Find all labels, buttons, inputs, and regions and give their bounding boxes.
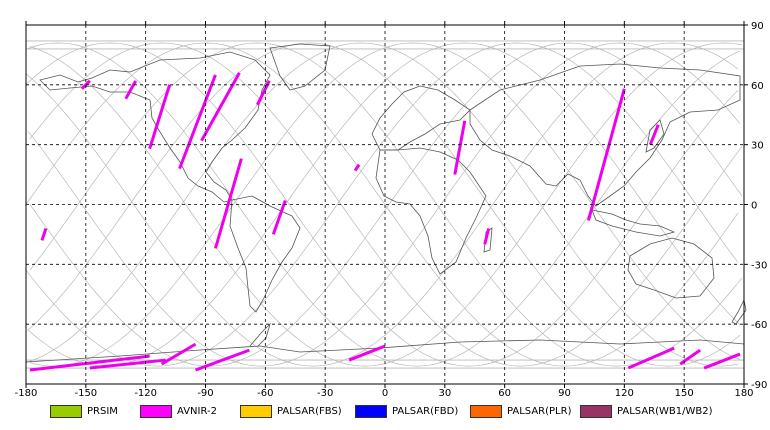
legend-label: PALSAR(PLR) (507, 405, 572, 417)
avnir2-swath (178, 74, 217, 170)
lat-tick-label: -30 (751, 260, 767, 271)
world-map: -180 -150 -120 -90 -60 -30 0 30 60 90 120 150 180 90 6… (15, 21, 767, 399)
avnir2-swath (195, 348, 250, 372)
legend-label: PALSAR(FBS) (277, 405, 342, 417)
legend-swatch (470, 404, 502, 418)
avnir2-swath (160, 342, 197, 366)
avnir2-swath (453, 120, 467, 175)
legend-item: PALSAR(WB1/WB2) (580, 404, 713, 418)
antarctic-peninsula-outline (249, 322, 271, 347)
lat-tick-label: 0 (751, 201, 757, 212)
orbit-track (25, 42, 739, 367)
lon-tick-label: -150 (74, 388, 97, 399)
orbit-track (27, 42, 741, 367)
lon-tick-label: 150 (675, 388, 694, 399)
legend-item: PALSAR(FBS) (240, 404, 342, 418)
europe-outline (371, 85, 471, 151)
legend-label: PRSIM (87, 405, 118, 417)
japan-outline (645, 119, 665, 153)
orbit-track (27, 42, 741, 367)
australia-outline (627, 237, 715, 299)
lon-tick-label: 60 (498, 388, 511, 399)
orbit-track (27, 42, 741, 367)
lon-tick-label: 30 (438, 388, 451, 399)
avnir2-swath (586, 88, 626, 221)
avnir2-swath (124, 80, 138, 100)
orbit-track (25, 42, 739, 367)
coastlines (25, 43, 747, 363)
lon-tick-label: -90 (197, 388, 213, 399)
legend-swatch (140, 404, 172, 418)
legend-swatch (50, 404, 82, 418)
avnir2-swath (40, 227, 48, 241)
lat-tick-label: 30 (751, 141, 764, 152)
legend: PRSIM AVNIR-2 PALSAR(FBS) PALSAR(FBD) PALSAR… (0, 402, 770, 420)
avnir2-swath (648, 124, 660, 146)
avnir2-swath (200, 72, 241, 142)
avnir2-swath (679, 348, 701, 366)
lon-tick-label: -120 (134, 388, 157, 399)
lon-tick-label: 120 (615, 388, 634, 399)
orbit-track (25, 42, 739, 367)
orbit-track (29, 42, 743, 367)
indonesia-outline (591, 209, 676, 237)
avnir2-swath (703, 352, 741, 370)
axis-ticks: -180 -150 -120 -90 -60 -30 0 30 60 90 120 150 180 90 6… (15, 21, 767, 399)
north-america-outline (39, 51, 271, 203)
legend-item: AVNIR-2 (140, 404, 217, 418)
legend-label: PALSAR(WB1/WB2) (617, 405, 713, 417)
avnir2-swath (483, 228, 491, 245)
lon-tick-label: 0 (382, 388, 388, 399)
legend-label: PALSAR(FBD) (392, 405, 459, 417)
lat-tick-label: -60 (751, 320, 767, 331)
legend-label: AVNIR-2 (177, 405, 217, 417)
legend-swatch (240, 404, 272, 418)
lat-tick-label: 60 (751, 81, 764, 92)
legend-item: PALSAR(PLR) (470, 404, 572, 418)
avnir2-swath (214, 158, 243, 249)
legend-item: PRSIM (50, 404, 118, 418)
lat-tick-label: 90 (751, 21, 764, 32)
lon-tick-label: 180 (734, 388, 753, 399)
orbit-track (25, 42, 739, 367)
legend-item: PALSAR(FBD) (355, 404, 459, 418)
africa-outline (375, 147, 487, 275)
avnir2-swath (627, 346, 675, 370)
avnir2-swath (148, 84, 172, 150)
avnir2-swath (89, 358, 166, 370)
map-frame (25, 24, 745, 385)
greenland-outline (269, 43, 331, 91)
new-zealand-outline (731, 298, 747, 325)
avnir2-swath (29, 354, 150, 372)
asia-outline (469, 63, 741, 207)
orbit-track (27, 42, 741, 367)
lon-tick-label: -30 (317, 388, 333, 399)
avnir2-swath (271, 200, 287, 235)
orbit-track (29, 42, 743, 367)
lon-tick-label: 90 (558, 388, 571, 399)
avnir2-swath (348, 344, 386, 362)
lon-tick-label: -180 (15, 388, 38, 399)
orbit-tracks (25, 40, 744, 369)
lon-tick-label: -60 (257, 388, 273, 399)
legend-swatch (580, 404, 612, 418)
legend-swatch (355, 404, 387, 418)
avnir2-swath (80, 79, 91, 90)
avnir2-swath (353, 163, 361, 172)
orbit-track (25, 42, 739, 367)
lat-tick-label: -90 (751, 380, 767, 391)
